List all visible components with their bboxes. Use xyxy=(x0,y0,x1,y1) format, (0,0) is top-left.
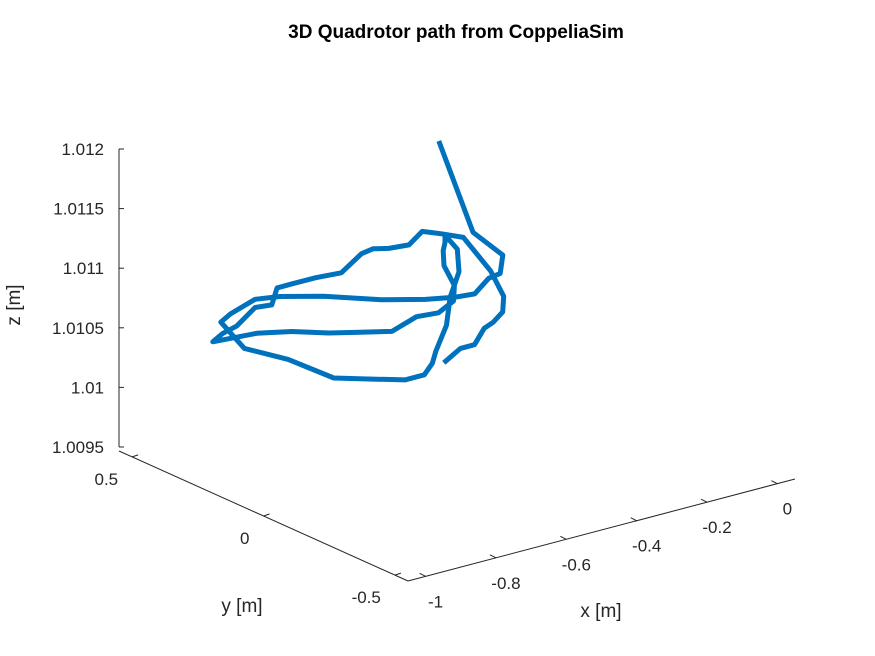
x-tick-mark xyxy=(771,480,778,485)
x-tick-label: -1 xyxy=(428,592,443,611)
y-tick-mark xyxy=(131,454,139,458)
y-ticks: -0.5 0 0.5 xyxy=(94,454,402,607)
chart-title: 3D Quadrotor path from CoppeliaSim xyxy=(288,22,624,43)
y-tick-label: -0.5 xyxy=(352,588,381,607)
x-tick-label: -0.2 xyxy=(702,518,731,537)
z-tick-label: 1.0095 xyxy=(52,438,104,457)
x-tick-label: -0.6 xyxy=(562,555,591,574)
x-tick-mark xyxy=(560,535,567,540)
y-tick-label: 0 xyxy=(240,529,249,548)
x-axis: -1 -0.8 -0.6 -0.4 -0.2 0 x [m] xyxy=(407,478,796,622)
x-tick-mark xyxy=(489,554,497,559)
z-tick-label: 1.0105 xyxy=(52,319,104,338)
x-tick-label: -0.8 xyxy=(491,574,520,593)
trajectory-line xyxy=(210,140,507,383)
x-tick-mark xyxy=(700,498,708,503)
x-tick-label: 0 xyxy=(783,500,792,519)
z-tick-label: 1.011 xyxy=(63,259,104,278)
x-axis-label: x [m] xyxy=(580,601,621,622)
x-ticks: -1 -0.8 -0.6 -0.4 -0.2 0 xyxy=(419,480,792,611)
y-tick-mark xyxy=(394,572,402,576)
x-tick-label: -0.4 xyxy=(632,537,661,556)
z-axis-label: z [m] xyxy=(4,284,25,325)
z-tick-label: 1.012 xyxy=(61,140,104,159)
z-tick-label: 1.0115 xyxy=(53,200,104,219)
y-axis: -0.5 0 0.5 y [m] xyxy=(94,450,409,617)
z-ticks: 1.0095 1.01 1.0105 1.011 1.0115 1.012 xyxy=(52,140,124,457)
x-tick-mark xyxy=(630,517,637,522)
x-axis-line xyxy=(407,478,796,582)
x-tick-mark xyxy=(419,572,426,577)
y-axis-label: y [m] xyxy=(221,596,262,617)
y-tick-label: 0.5 xyxy=(94,470,118,489)
z-tick-label: 1.01 xyxy=(71,378,104,397)
z-axis: 1.0095 1.01 1.0105 1.011 1.0115 1.012 z [m] xyxy=(4,140,124,457)
y-tick-mark xyxy=(263,513,270,517)
